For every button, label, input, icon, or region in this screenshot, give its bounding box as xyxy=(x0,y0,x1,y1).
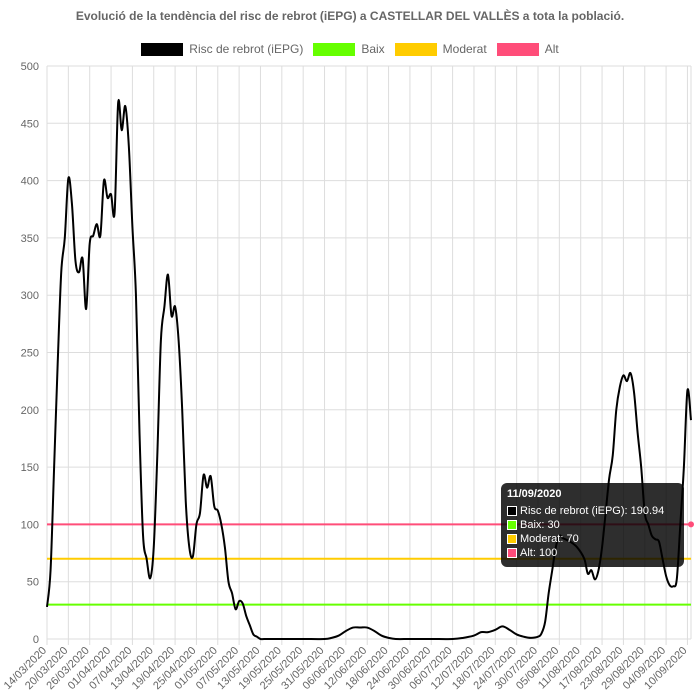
legend-label-moderat: Moderat xyxy=(442,42,487,56)
legend-swatch-baix xyxy=(313,42,356,56)
tooltip-swatch-alt xyxy=(507,548,517,558)
legend-item-baix[interactable]: Baix xyxy=(313,42,385,56)
tooltip-row-risc: Risc de rebrot (iEPG): 190.94 xyxy=(507,504,678,518)
y-tick-label: 200 xyxy=(21,405,39,417)
legend-label-risc: Risc de rebrot (iEPG) xyxy=(189,42,304,56)
chart-title: Evolució de la tendència del risc de reb… xyxy=(75,9,625,23)
series-line-risc-de-rebrot xyxy=(46,98,692,641)
chart-tooltip: 11/09/2020 Risc de rebrot (iEPG): 190.94… xyxy=(501,483,684,567)
tooltip-label-moderat: Moderat: 70 xyxy=(520,533,579,545)
chart-legend: Risc de rebrot (iEPG) Baix Moderat Alt xyxy=(0,42,700,56)
tooltip-row-alt: Alt: 100 xyxy=(507,546,678,560)
y-tick-label: 400 xyxy=(21,176,39,188)
y-tick-label: 0 xyxy=(33,634,39,646)
y-tick-label: 150 xyxy=(21,462,39,474)
legend-item-moderat[interactable]: Moderat xyxy=(394,42,487,56)
legend-item-risc[interactable]: Risc de rebrot (iEPG) xyxy=(141,42,303,56)
legend-label-baix: Baix xyxy=(361,42,385,56)
legend-swatch-moderat xyxy=(394,42,437,56)
y-tick-label: 350 xyxy=(21,233,39,245)
legend-swatch-risc xyxy=(141,42,184,56)
y-tick-label: 300 xyxy=(21,290,39,302)
legend-swatch-alt xyxy=(496,42,539,56)
tooltip-swatch-risc xyxy=(507,506,517,516)
tooltip-row-baix: Baix: 30 xyxy=(507,518,678,532)
y-tick-label: 450 xyxy=(21,118,39,130)
y-tick-label: 500 xyxy=(21,61,39,73)
tooltip-label-alt: Alt: 100 xyxy=(520,547,558,559)
hover-point-alt xyxy=(688,521,694,528)
tooltip-row-moderat: Moderat: 70 xyxy=(507,532,678,546)
legend-item-alt[interactable]: Alt xyxy=(496,42,559,56)
legend-label-alt: Alt xyxy=(544,42,559,56)
tooltip-label-risc: Risc de rebrot (iEPG): 190.94 xyxy=(520,505,665,517)
y-tick-label: 50 xyxy=(27,577,39,589)
tooltip-swatch-moderat xyxy=(507,534,517,544)
y-tick-label: 250 xyxy=(21,348,39,360)
tooltip-label-baix: Baix: 30 xyxy=(520,519,560,531)
tooltip-swatch-baix xyxy=(507,520,517,530)
tooltip-title: 11/09/2020 xyxy=(507,488,562,500)
y-tick-label: 100 xyxy=(21,519,39,531)
